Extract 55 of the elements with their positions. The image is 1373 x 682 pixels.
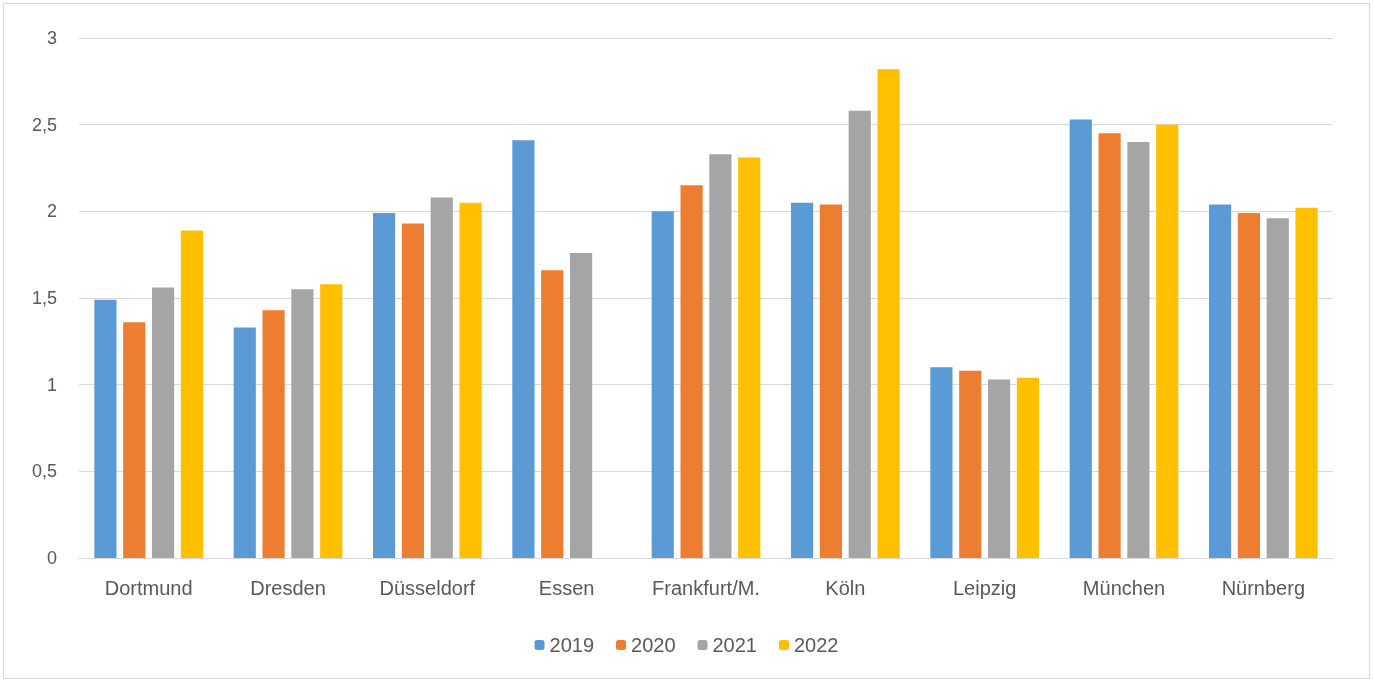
bar (790, 202, 814, 558)
bar (320, 284, 343, 558)
bar (430, 197, 453, 558)
bar (1069, 119, 1092, 558)
x-tick-label: Köln (825, 577, 866, 599)
bar (291, 289, 314, 558)
bar (262, 310, 285, 558)
bar (738, 157, 761, 558)
legend-label: 2022 (793, 634, 839, 656)
x-tick-label: Frankfurt/M. (652, 577, 760, 599)
bar (987, 379, 1011, 558)
x-tick-label: Düsseldorf (379, 577, 476, 599)
x-tick-label: Dresden (250, 577, 326, 599)
y-tick-label: 0,5 (31, 461, 57, 482)
legend-label: 2019 (549, 634, 595, 656)
bar (401, 223, 425, 558)
legend-label: 2021 (712, 634, 757, 656)
bar (1127, 142, 1150, 558)
bar (930, 367, 953, 558)
bar (959, 370, 982, 558)
y-tick-label: 2 (46, 201, 57, 222)
bar (459, 202, 482, 558)
bar (680, 185, 703, 558)
bar (819, 204, 843, 558)
bar (651, 211, 674, 558)
bar (848, 110, 871, 558)
bar (709, 154, 732, 558)
x-tick-label: Dortmund (104, 577, 193, 599)
y-tick-label: 1,5 (31, 288, 57, 308)
bar (94, 299, 117, 558)
x-tick-label: Leipzig (952, 577, 1017, 599)
x-tick-label: Nürnberg (1221, 577, 1306, 599)
bar (541, 270, 564, 558)
y-tick-label: 0 (46, 548, 57, 568)
bar (180, 230, 204, 558)
bar (233, 327, 256, 558)
bar (123, 322, 146, 558)
bar (1266, 218, 1289, 558)
legend-label: 2020 (631, 634, 676, 656)
bar (1156, 124, 1179, 558)
bar (877, 69, 900, 558)
y-tick-label: 2,5 (31, 114, 57, 135)
y-tick-label: 3 (46, 28, 57, 48)
bar (569, 252, 593, 558)
bar (1016, 377, 1040, 558)
bar (1098, 133, 1121, 558)
x-tick-label: München (1082, 577, 1166, 599)
x-tick-label: Essen (538, 577, 595, 599)
y-tick-label: 1 (46, 374, 57, 395)
bar (372, 213, 396, 558)
bar (512, 140, 535, 558)
bar (1208, 204, 1232, 558)
bar (1295, 207, 1318, 558)
bar (151, 287, 175, 558)
bar (1237, 213, 1261, 558)
